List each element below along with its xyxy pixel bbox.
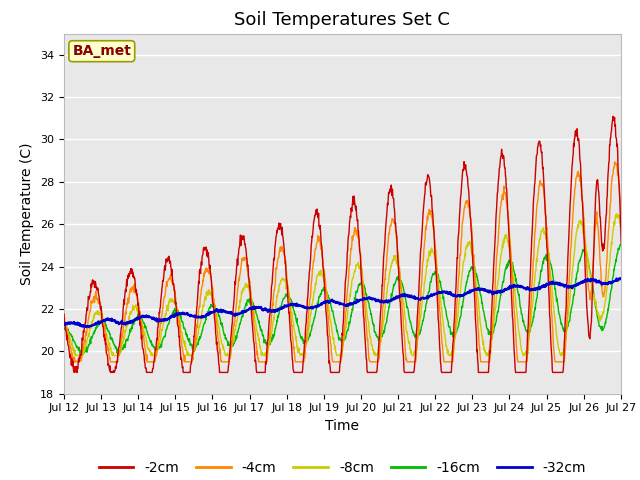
Legend: -2cm, -4cm, -8cm, -16cm, -32cm: -2cm, -4cm, -8cm, -16cm, -32cm [93, 455, 592, 480]
Y-axis label: Soil Temperature (C): Soil Temperature (C) [20, 143, 35, 285]
X-axis label: Time: Time [325, 419, 360, 433]
Title: Soil Temperatures Set C: Soil Temperatures Set C [234, 11, 451, 29]
Text: BA_met: BA_met [72, 44, 131, 58]
